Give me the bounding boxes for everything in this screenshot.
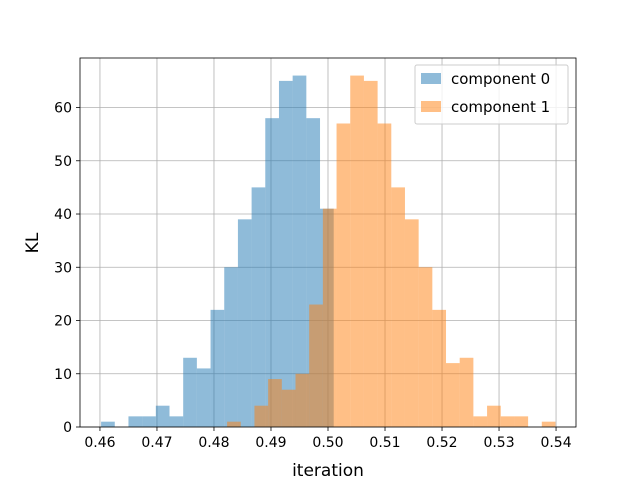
bar-component-0 xyxy=(265,118,279,428)
legend-label-component-0: component 0 xyxy=(451,70,550,88)
y-tick-label: 0 xyxy=(63,420,72,436)
bar-component-0 xyxy=(169,416,184,427)
y-axis-ticks: 0 10 20 30 40 50 60 xyxy=(54,101,80,436)
x-tick-label: 0.51 xyxy=(369,435,400,451)
y-tick-label: 40 xyxy=(54,207,72,223)
y-tick-label: 30 xyxy=(54,260,72,276)
bar-component-1 xyxy=(254,405,269,427)
y-axis-label: KL xyxy=(23,232,43,253)
bar-component-0 xyxy=(237,219,252,427)
bar-component-1 xyxy=(473,416,488,427)
y-tick-label: 60 xyxy=(54,101,72,117)
x-tick-label: 0.54 xyxy=(540,435,571,451)
bar-component-1 xyxy=(459,357,474,427)
bar-component-1 xyxy=(350,75,364,428)
legend-box xyxy=(414,64,569,125)
bar-component-1 xyxy=(363,80,378,427)
x-tick-label: 0.49 xyxy=(255,435,286,451)
bar-component-1 xyxy=(432,309,447,427)
bar-component-1 xyxy=(322,208,337,427)
x-tick-label: 0.50 xyxy=(312,435,343,451)
legend-label-component-1: component 1 xyxy=(451,98,550,116)
bar-component-0 xyxy=(210,309,225,427)
bar-component-0 xyxy=(142,416,156,427)
bar-component-0 xyxy=(292,75,307,428)
bar-component-1 xyxy=(227,421,241,427)
bar-component-1 xyxy=(268,379,282,427)
bar-component-0 xyxy=(278,80,293,427)
bar-component-1 xyxy=(281,389,296,427)
x-axis-ticks: 0.46 0.47 0.48 0.49 0.50 0.51 0.52 0.53 0.54 xyxy=(84,427,572,451)
x-tick-label: 0.52 xyxy=(426,435,457,451)
legend-swatch-component-1 xyxy=(421,101,441,112)
legend-swatch-component-0 xyxy=(421,73,441,84)
bar-component-1 xyxy=(418,267,433,427)
bar-component-1 xyxy=(404,219,419,427)
bar-component-1 xyxy=(309,304,323,427)
bar-component-1 xyxy=(295,373,310,427)
bar-component-1 xyxy=(446,363,460,427)
x-tick-label: 0.46 xyxy=(84,435,115,451)
series-component-1-bars xyxy=(227,75,556,428)
bar-component-0 xyxy=(101,421,115,427)
x-tick-label: 0.48 xyxy=(198,435,229,451)
bar-component-0 xyxy=(196,368,211,427)
bar-component-0 xyxy=(155,405,170,427)
bar-component-1 xyxy=(514,416,529,427)
y-tick-label: 50 xyxy=(54,154,72,170)
bar-component-1 xyxy=(487,405,501,427)
bar-component-1 xyxy=(377,123,392,428)
bar-component-1 xyxy=(500,416,515,427)
bar-component-0 xyxy=(251,187,266,427)
x-tick-label: 0.53 xyxy=(483,435,514,451)
bar-component-1 xyxy=(541,421,556,427)
bar-component-1 xyxy=(391,187,405,427)
y-tick-label: 10 xyxy=(54,367,72,383)
bar-component-0 xyxy=(224,267,238,427)
x-tick-label: 0.47 xyxy=(141,435,172,451)
bar-component-0 xyxy=(183,357,197,427)
x-axis-label: iteration xyxy=(292,461,364,480)
legend: component 0 component 1 xyxy=(414,64,569,125)
bar-component-0 xyxy=(128,416,143,427)
y-tick-label: 20 xyxy=(54,314,72,330)
bar-component-1 xyxy=(336,123,351,428)
